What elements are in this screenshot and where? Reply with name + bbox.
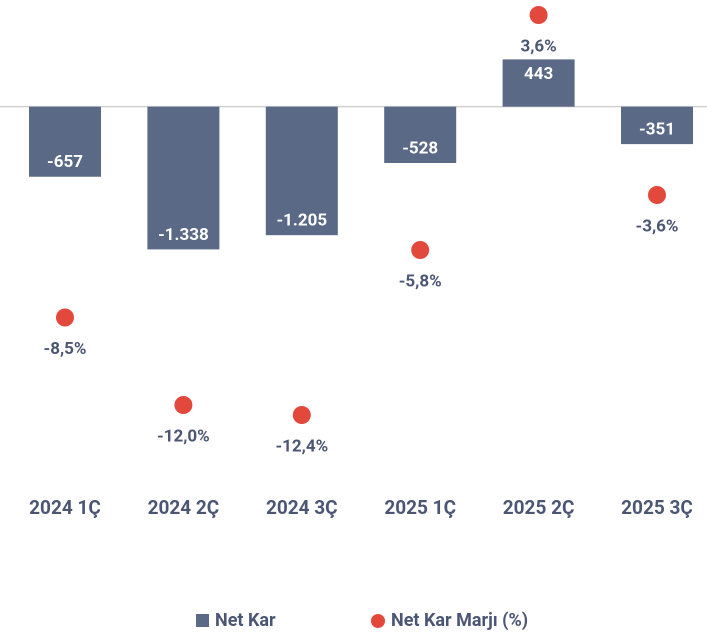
bar bbox=[265, 106, 338, 236]
dot-label: -8,5% bbox=[44, 339, 87, 359]
dot bbox=[56, 308, 74, 327]
dot bbox=[648, 186, 666, 204]
legend-swatch bbox=[196, 614, 209, 627]
x-tick-label: 2025 1Ç bbox=[384, 496, 456, 519]
x-tick-label: 2025 3Ç bbox=[621, 496, 693, 519]
bar bbox=[621, 106, 693, 145]
dot-label: 3,6% bbox=[520, 36, 556, 56]
bar-label: -528 bbox=[402, 138, 438, 158]
legend-swatch bbox=[371, 614, 385, 628]
dot bbox=[174, 396, 193, 414]
bar bbox=[29, 106, 101, 177]
bar-label: -1.338 bbox=[158, 225, 209, 245]
dot-label: -12,0% bbox=[157, 426, 210, 446]
dot bbox=[292, 406, 311, 424]
bar-label: -351 bbox=[639, 120, 675, 140]
dot bbox=[529, 6, 548, 24]
bar-label: -1.205 bbox=[276, 211, 327, 231]
x-tick-label: 2024 3Ç bbox=[266, 496, 338, 519]
legend-label: Net Kar bbox=[215, 610, 276, 631]
bar-label: 443 bbox=[524, 64, 553, 84]
bar bbox=[502, 59, 575, 107]
bar bbox=[147, 106, 220, 250]
dot-label: -3,6% bbox=[636, 216, 679, 236]
x-tick-label: 2025 2Ç bbox=[503, 496, 575, 519]
dot bbox=[411, 241, 430, 259]
x-tick-label: 2024 1Ç bbox=[29, 496, 101, 519]
dot-label: -5,8% bbox=[399, 271, 442, 291]
legend-label: Net Kar Marjı (%) bbox=[391, 610, 528, 631]
bar-label: -657 bbox=[47, 152, 83, 172]
dot-label: -12,4% bbox=[275, 436, 328, 456]
x-tick-label: 2024 2Ç bbox=[148, 496, 220, 519]
bar bbox=[384, 106, 457, 163]
